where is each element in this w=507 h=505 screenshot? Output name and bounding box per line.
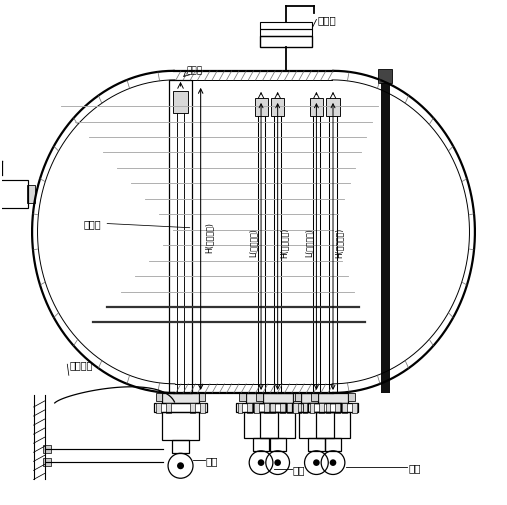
Bar [280,403,284,413]
Text: H(安装高度): H(安装高度) [204,222,213,252]
Bar [190,403,195,413]
Bar [246,393,276,403]
Bar [270,403,275,413]
Bar [332,393,338,401]
Bar [260,23,312,29]
Bar [264,403,269,413]
Bar [318,393,348,403]
Bar [327,99,340,117]
Bar [247,403,252,413]
Bar [255,403,259,413]
Bar [310,403,314,413]
Bar [303,403,307,413]
Bar [162,412,199,440]
Bar [199,393,205,401]
Bar [378,70,392,84]
Bar [156,403,161,413]
Bar [255,99,268,117]
Circle shape [177,463,184,469]
Bar [244,412,278,438]
Bar [308,438,324,451]
Bar [156,393,162,401]
Bar [260,29,312,36]
Bar [200,403,205,413]
Bar [313,111,320,393]
Bar [299,412,334,438]
Bar [352,403,356,413]
Bar [253,438,269,451]
Bar [177,106,184,393]
Bar [301,393,332,403]
Bar [172,440,189,453]
Text: 防波管: 防波管 [84,218,190,228]
Bar [169,81,192,393]
Text: L(测量高度): L(测量高度) [304,228,313,257]
Circle shape [330,460,336,466]
Bar [330,111,337,393]
Circle shape [274,460,281,466]
Text: H(检测高度): H(检测高度) [280,227,288,257]
Bar [381,82,390,393]
Bar [239,393,246,401]
Bar [293,403,298,413]
Bar [342,403,347,413]
Bar [297,403,301,413]
Bar [271,99,284,117]
Bar [263,393,293,403]
Bar [253,403,303,412]
Bar [154,403,207,412]
Bar [295,393,301,401]
Bar [325,438,341,451]
Bar [276,393,283,401]
Text: 排污阀: 排污阀 [317,16,336,25]
Bar [258,111,265,393]
Bar [325,403,331,413]
Text: 法兰: 法兰 [409,463,421,473]
Bar [274,111,281,393]
Text: H(检测高度): H(检测高度) [335,227,344,257]
Bar [270,438,286,451]
Bar [310,99,323,117]
Bar [319,403,324,413]
Bar [308,403,358,412]
Bar [335,403,340,413]
Bar [293,393,299,401]
Text: L(测量高度): L(测量高度) [249,228,258,257]
Bar [348,393,355,401]
Bar [0,181,28,209]
Bar [311,393,318,401]
Bar [43,445,51,453]
Bar [261,412,295,438]
Bar [27,186,34,204]
Text: 法兰: 法兰 [206,455,218,465]
Circle shape [313,460,320,466]
Bar [238,403,242,413]
Bar [287,403,292,413]
Bar [166,403,171,413]
Bar [260,36,312,47]
Bar [292,403,341,412]
Bar [316,412,350,438]
Bar [256,393,263,401]
Circle shape [258,460,264,466]
Text: 容器低: 容器低 [187,66,203,75]
Bar [162,393,199,403]
Text: 导气电缆: 导气电缆 [70,360,93,370]
Bar [236,403,286,412]
Text: 法兰: 法兰 [293,465,305,475]
Bar [43,459,51,467]
Bar [173,92,188,114]
